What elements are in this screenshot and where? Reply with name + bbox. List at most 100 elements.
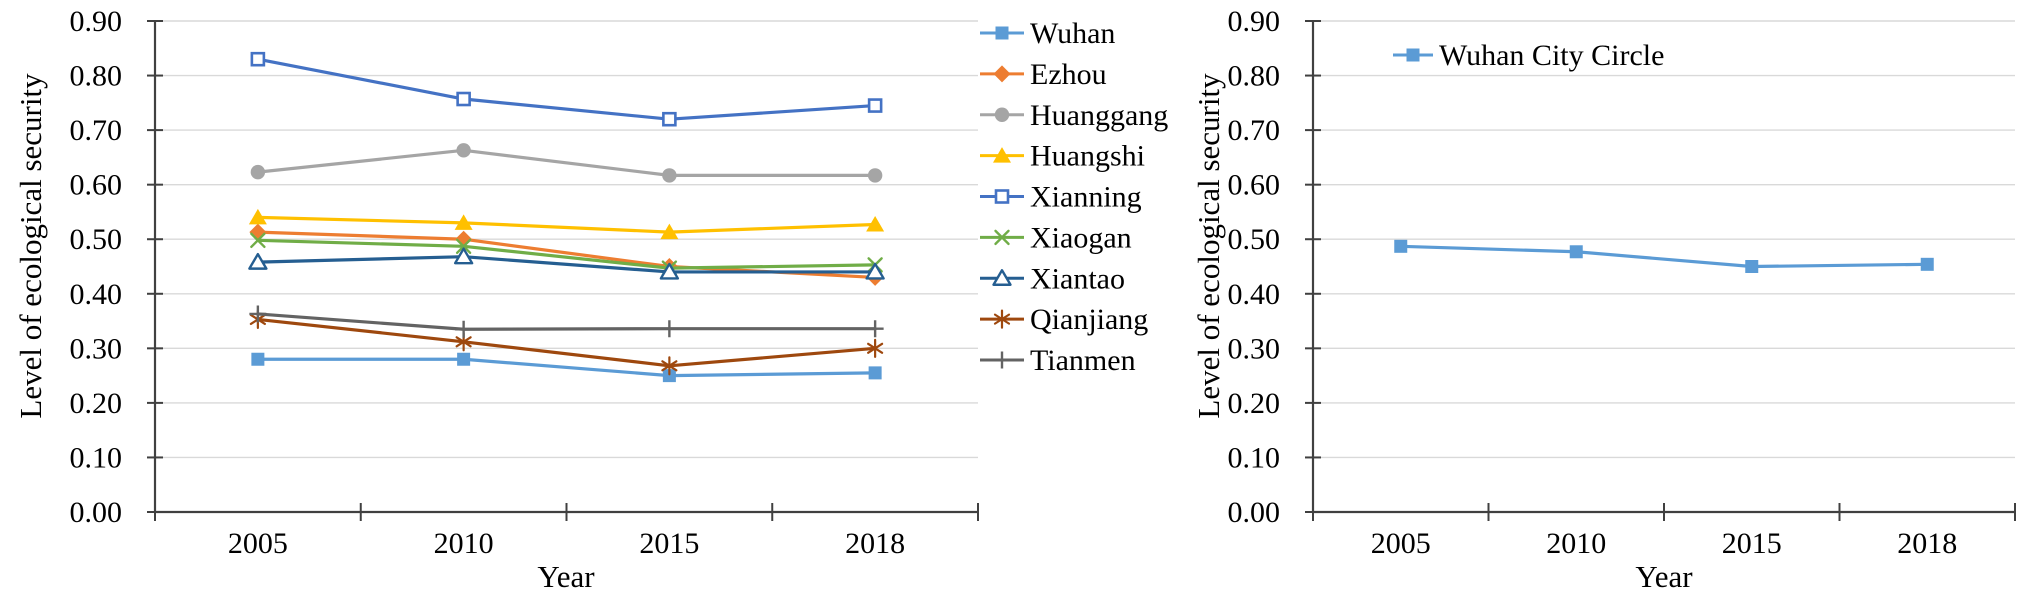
triangle-marker-icon [454,214,473,230]
right-chart-y-axis-title: Level of ecological security [1191,73,1226,419]
plus-marker-icon [249,305,267,323]
square-marker-icon [1394,239,1408,253]
diamond-marker-icon [249,223,267,241]
legend-label: Xianning [1030,181,1142,214]
legend-label: Huanggang [1030,99,1168,132]
diamond-marker-icon [993,65,1011,83]
circle-marker-icon [456,143,471,158]
triangle-marker-icon [993,147,1011,163]
x-tick-label: 2015 [639,527,699,560]
plus-marker-icon [866,320,884,338]
circle-marker-icon [867,168,883,183]
x-marker-icon [455,238,472,255]
series-line [256,357,877,378]
legend-item-huanggang: Huanggang [980,99,1168,132]
square-marker-icon [868,366,882,380]
x-tick-label: 2005 [228,527,288,560]
legend-item-xiantao: Xiantao [980,262,1125,295]
series-ezhou [249,223,884,286]
x-marker-icon [994,229,1010,246]
open-triangle-marker-icon [453,247,474,265]
series-wuhan [251,352,882,383]
series-line [256,255,877,274]
legend-item-huangshi: Huangshi [980,140,1145,173]
right-chart-legend: Wuhan City Circle [1393,39,1664,72]
legend-item-qianjiang: Qianjiang [980,303,1148,336]
series-line [256,238,877,270]
series-line [256,317,877,368]
y-tick-label: 0.60 [70,169,123,202]
y-tick-label: 0.70 [70,114,123,147]
legend-item-ezhou: Ezhou [980,58,1107,91]
triangle-marker-icon [248,208,267,225]
legend-label: Qianjiang [1030,303,1148,336]
asterisk-marker-icon [661,356,678,376]
circle-marker-icon [662,168,677,183]
open-square-marker-icon [250,51,266,67]
y-tick-label: 0.80 [70,60,123,93]
series-xiantao [248,247,885,280]
triangle-marker-icon [660,223,679,240]
circle-marker-icon [994,107,1010,122]
series-huanggang [250,143,883,183]
right-chart-tick-labels: 0.00 0.10 0.20 0.30 0.40 0.50 0.60 0.70 0.80 0.90… [1228,5,1958,560]
x-tick-label: 2018 [1897,527,1957,560]
legend-item-wuhan-city-circle: Wuhan City Circle [1393,39,1664,72]
y-tick-label: 0.30 [70,332,123,365]
x-tick-label: 2018 [845,527,905,560]
y-tick-label: 0.20 [1228,387,1281,420]
left-chart: 0.00 0.10 0.20 0.30 0.40 0.50 0.60 0.70 0.80 0.90… [70,5,1169,560]
square-marker-icon [995,26,1009,40]
left-chart-gridlines [155,20,978,459]
y-tick-label: 0.30 [1228,332,1281,365]
series-line [256,312,877,331]
y-tick-label: 0.70 [1228,114,1281,147]
series-line [1399,244,1929,269]
open-square-marker-icon [867,98,883,113]
plus-marker-icon [660,320,678,338]
legend-label: Xiaogan [1030,221,1132,254]
left-chart-legend: Wuhan Ezhou Huanggang Huangshi Xianning Xiaog… [980,17,1168,377]
y-tick-label: 0.10 [1228,441,1281,474]
y-tick-label: 0.00 [1228,496,1281,529]
square-marker-icon [1920,257,1934,271]
square-marker-icon [1745,260,1759,273]
legend-label: Huangshi [1030,140,1145,173]
legend-item-tianmen: Tianmen [980,344,1136,377]
right-chart: 0.00 0.10 0.20 0.30 0.40 0.50 0.60 0.70 0.80 0.90… [1228,5,2016,560]
y-tick-label: 0.80 [1228,60,1281,93]
square-marker-icon [1406,48,1420,62]
right-chart-axes [1305,20,2016,521]
square-marker-icon [457,352,471,366]
y-tick-label: 0.10 [70,441,123,474]
legend-label: Wuhan [1030,17,1115,50]
y-tick-label: 0.20 [70,387,123,420]
asterisk-marker-icon [993,309,1011,329]
open-triangle-marker-icon [992,269,1012,286]
triangle-marker-icon [866,215,885,232]
legend-label: Xiantao [1030,262,1125,295]
y-tick-label: 0.40 [70,278,123,311]
series-xianning [250,51,883,127]
circle-marker-icon [250,164,266,180]
open-triangle-marker-icon [248,252,268,270]
series-tianmen [249,305,884,338]
square-marker-icon [1569,245,1583,259]
asterisk-marker-icon [867,338,884,358]
right-chart-x-axis-title: Year [1635,559,1693,594]
left-chart-tick-labels: 0.00 0.10 0.20 0.30 0.40 0.50 0.60 0.70 0.80 0.90… [70,5,906,560]
y-tick-label: 0.60 [1228,169,1281,202]
x-tick-label: 2015 [1722,527,1782,560]
x-tick-label: 2010 [1546,527,1606,560]
series-line [256,148,877,177]
right-chart-gridlines [1313,20,2015,459]
legend-label: Wuhan City Circle [1439,39,1664,72]
x-tick-label: 2005 [1371,527,1431,560]
y-tick-label: 0.90 [1228,5,1281,38]
plus-marker-icon [993,351,1011,369]
left-chart-axes [147,20,979,521]
legend-label: Ezhou [1030,58,1107,91]
legend-item-xiaogan: Xiaogan [980,221,1132,254]
